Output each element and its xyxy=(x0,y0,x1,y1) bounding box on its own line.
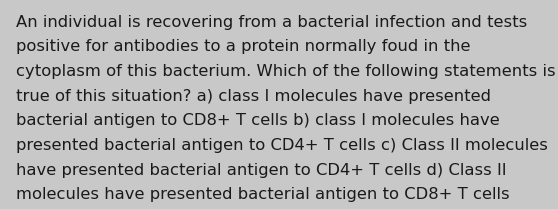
Text: molecules have presented bacterial antigen to CD8+ T cells: molecules have presented bacterial antig… xyxy=(16,187,509,202)
Text: true of this situation? a) class I molecules have presented: true of this situation? a) class I molec… xyxy=(16,89,490,104)
Text: An individual is recovering from a bacterial infection and tests: An individual is recovering from a bacte… xyxy=(16,15,527,30)
Text: presented bacterial antigen to CD4+ T cells c) Class II molecules: presented bacterial antigen to CD4+ T ce… xyxy=(16,138,547,153)
Text: have presented bacterial antigen to CD4+ T cells d) Class II: have presented bacterial antigen to CD4+… xyxy=(16,163,506,178)
Text: positive for antibodies to a protein normally foud in the: positive for antibodies to a protein nor… xyxy=(16,39,470,54)
Text: cytoplasm of this bacterium. Which of the following statements is: cytoplasm of this bacterium. Which of th… xyxy=(16,64,555,79)
Text: bacterial antigen to CD8+ T cells b) class I molecules have: bacterial antigen to CD8+ T cells b) cla… xyxy=(16,113,499,128)
